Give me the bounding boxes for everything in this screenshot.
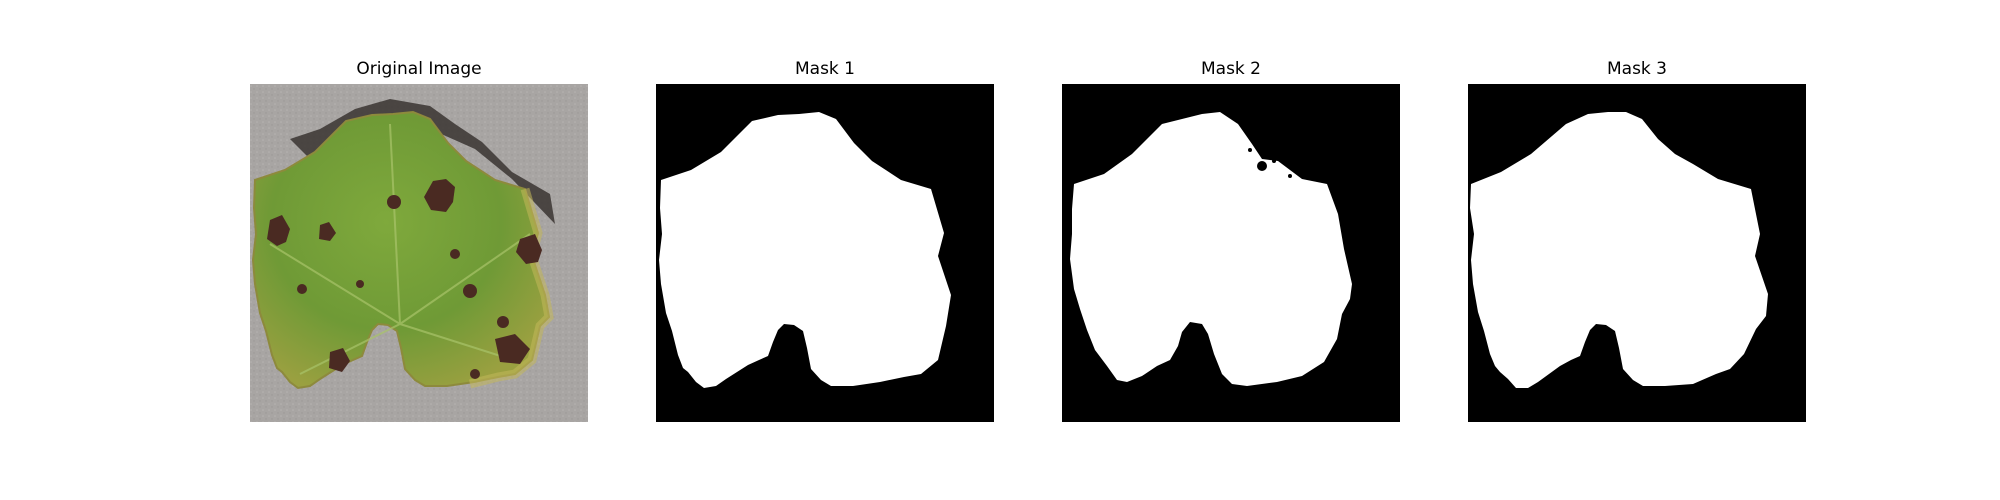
mask-3-title: Mask 3 [1606, 59, 1667, 79]
original-image-panel: Original Image [250, 55, 588, 422]
lesions [267, 179, 542, 379]
vein-lower-right [399, 323, 511, 360]
lesion [450, 249, 460, 259]
mask-2-noise [1248, 148, 1292, 178]
vein-left [269, 243, 401, 325]
original-image-title: Original Image [356, 59, 482, 79]
lesion [470, 369, 480, 379]
lesion [463, 284, 477, 298]
mask-foreground [1070, 112, 1352, 386]
mask-2-panel: Mask 2 [1062, 55, 1400, 422]
mask-hole [1248, 148, 1252, 152]
vein-right [399, 233, 531, 325]
mask-2-image [1062, 84, 1400, 422]
mask-3-panel: Mask 3 [1468, 55, 1806, 422]
mask-1-image [656, 84, 994, 422]
lesion [267, 215, 290, 246]
lesion [387, 195, 401, 209]
lesion [495, 334, 530, 364]
mask-2-title: Mask 2 [1200, 59, 1261, 79]
lesion [297, 284, 307, 294]
leaf [251, 110, 551, 390]
lesion [516, 234, 542, 264]
mask-hole [1257, 161, 1267, 171]
mask-foreground [659, 112, 951, 388]
mask-1-panel: Mask 1 [656, 55, 994, 422]
vein-main [389, 123, 401, 325]
mask-3-image [1468, 84, 1806, 422]
vein-lower-left [299, 323, 401, 375]
lesion [424, 179, 455, 212]
mask-1-title: Mask 1 [794, 59, 855, 79]
leaf-photo [250, 84, 588, 422]
lesion [319, 222, 336, 241]
lesion [356, 280, 364, 288]
mask-hole [1272, 159, 1276, 163]
leaf-veins [269, 123, 531, 375]
mask-hole [1288, 174, 1292, 178]
lesion [329, 348, 350, 372]
lesion [497, 316, 509, 328]
mask-foreground [1470, 112, 1768, 388]
